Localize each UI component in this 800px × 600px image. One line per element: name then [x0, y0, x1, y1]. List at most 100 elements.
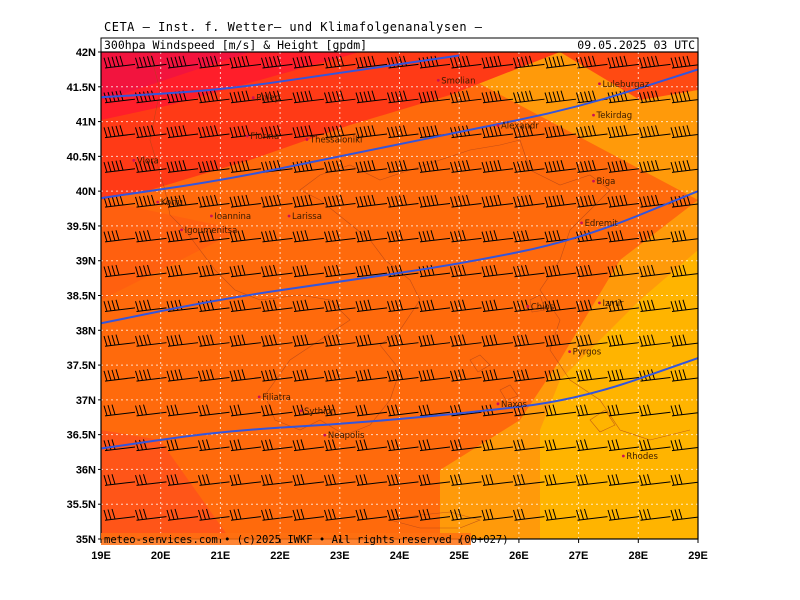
- lat-tick-label: 38.5N: [67, 291, 96, 303]
- wind-barb: [387, 264, 419, 278]
- wind-barb: [103, 474, 136, 486]
- wind-barb: [261, 125, 293, 139]
- wind-barb: [324, 264, 356, 278]
- wind-barb: [607, 230, 640, 243]
- city-label: Luleburgaz: [602, 80, 649, 90]
- wind-barb: [481, 334, 514, 347]
- wind-barb: [135, 194, 167, 208]
- wind-barb: [607, 194, 640, 208]
- wind-barb: [355, 230, 388, 243]
- wind-barb: [166, 55, 199, 69]
- city-marker: [592, 113, 595, 117]
- wind-barb: [576, 439, 608, 452]
- wind-barb: [513, 230, 545, 243]
- wind-barb: [198, 264, 230, 278]
- wind-barb: [166, 125, 199, 139]
- city-label: Edremit: [585, 219, 619, 229]
- wind-barb: [261, 264, 293, 278]
- wind-barb: [513, 474, 545, 486]
- wind-barb: [481, 439, 514, 452]
- wind-barb: [513, 194, 545, 208]
- wind-barb: [135, 230, 167, 243]
- wind-barb: [261, 230, 293, 243]
- wind-barb: [639, 474, 671, 486]
- wind-barb: [166, 90, 199, 104]
- wind-barb: [576, 474, 608, 486]
- wind-barb: [135, 160, 167, 173]
- wind-barb: [198, 125, 230, 139]
- city-marker: [436, 78, 440, 82]
- wind-barb: [355, 194, 388, 208]
- wind-barb: [292, 369, 325, 382]
- wind-barb: [166, 264, 199, 278]
- wind-barb: [544, 369, 577, 382]
- product-label: 300hpa Windspeed [m/s] & Height [gpdm]: [104, 38, 367, 52]
- copyright-footer: meteo-services.com • (c)2025 IWKF • All …: [104, 534, 509, 546]
- wind-barb: [166, 508, 199, 521]
- wind-barb: [229, 474, 262, 486]
- lat-tick-label: 35.5N: [67, 499, 96, 511]
- wind-barb: [261, 299, 293, 312]
- city-marker: [132, 158, 136, 162]
- wind-barb: [292, 404, 325, 417]
- wind-barb: [670, 264, 698, 278]
- wind-barb: [103, 439, 136, 452]
- wind-barb: [513, 90, 545, 104]
- wind-barb: [544, 230, 577, 243]
- wind-barb: [355, 160, 388, 173]
- wind-barb: [418, 404, 451, 417]
- city-marker: [257, 395, 261, 399]
- wind-barb: [544, 439, 577, 452]
- wind-barb: [607, 125, 640, 139]
- wind-barb: [292, 474, 325, 486]
- wind-barb: [513, 160, 545, 173]
- wind-barb: [670, 230, 698, 243]
- wind-barb: [513, 55, 545, 69]
- wind-barb: [670, 125, 698, 139]
- city-label: Tekirdag: [596, 111, 633, 121]
- wind-barb: [670, 299, 698, 312]
- lat-tick-label: 37.5N: [67, 360, 96, 372]
- wind-barb: [324, 404, 356, 417]
- wind-barb: [229, 194, 262, 208]
- wind-barb: [166, 439, 199, 452]
- wind-barb: [544, 55, 577, 69]
- wind-barb: [324, 334, 356, 347]
- city-label: Florina: [250, 132, 279, 142]
- city-marker: [526, 305, 530, 308]
- city-label: Larissa: [292, 212, 322, 222]
- wind-barb: [135, 369, 167, 382]
- wind-barb: [481, 194, 514, 208]
- wind-barb: [103, 55, 136, 69]
- city-marker: [251, 96, 255, 100]
- wind-barb: [481, 508, 514, 521]
- city-label: Igoumenitsa: [185, 226, 238, 236]
- lat-tick-label: 38N: [76, 325, 96, 337]
- city-marker: [287, 214, 291, 218]
- wind-barb: [450, 334, 482, 347]
- wind-barb: [670, 474, 698, 486]
- wind-barb: [418, 369, 451, 382]
- wind-barb: [513, 264, 545, 278]
- wind-barb: [166, 334, 199, 347]
- wind-barb: [418, 439, 451, 452]
- wind-barb: [639, 125, 671, 139]
- lat-tick-label: 36N: [76, 464, 96, 476]
- wind-barb: [198, 474, 230, 486]
- wind-barb: [135, 125, 167, 139]
- wind-barb: [103, 264, 136, 278]
- wind-barb: [103, 369, 136, 382]
- city-label: Korfu: [161, 198, 183, 208]
- wind-barb: [607, 264, 640, 278]
- wind-barb: [292, 90, 325, 104]
- city-marker: [621, 454, 625, 458]
- lon-tick-label: 21E: [211, 550, 231, 562]
- wind-barb: [418, 90, 451, 104]
- wind-barb: [355, 369, 388, 382]
- wind-barb: [670, 55, 698, 69]
- wind-barb: [450, 90, 482, 104]
- lon-tick-label: 24E: [390, 550, 410, 562]
- wind-barb: [387, 194, 419, 208]
- wind-barb: [639, 439, 671, 452]
